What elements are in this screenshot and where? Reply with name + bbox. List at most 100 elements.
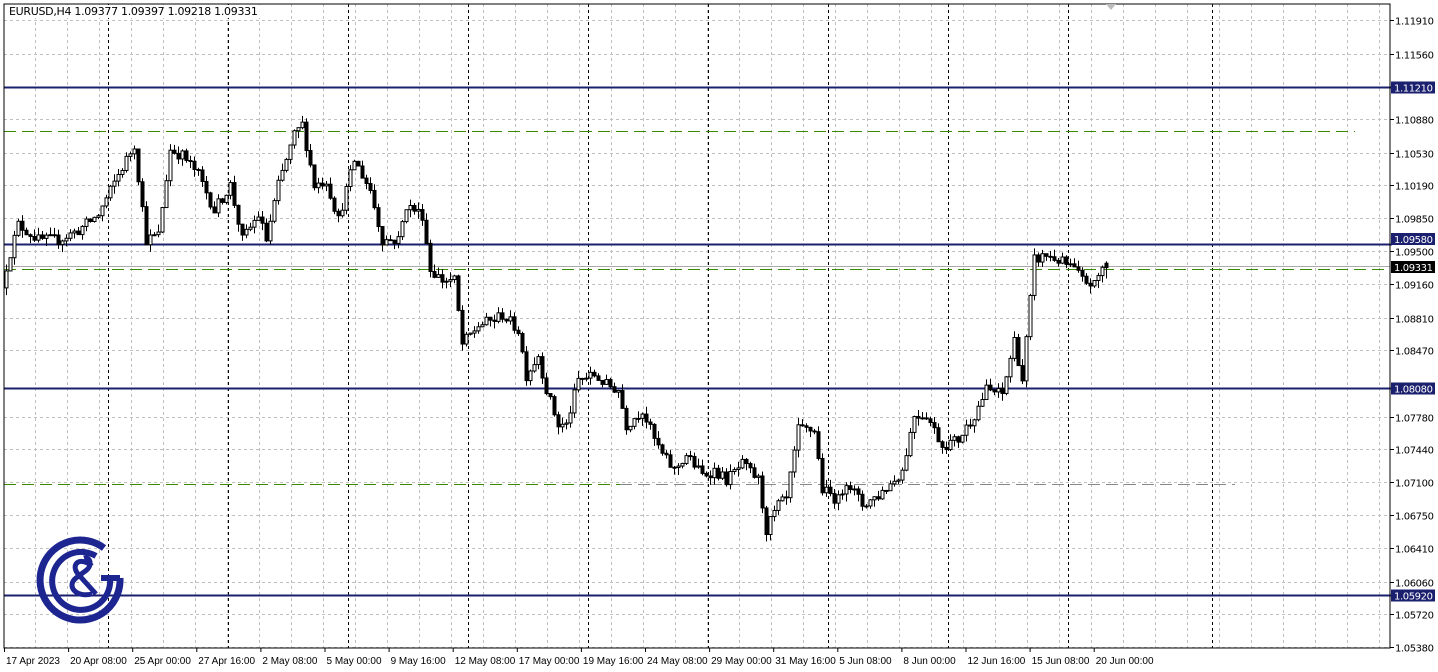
price-tick-label: 1.06060 (1395, 579, 1434, 590)
bull-candle (112, 180, 117, 187)
bull-candle (292, 130, 297, 146)
price-tick-label: 1.07100 (1395, 479, 1434, 490)
bull-candle (684, 455, 689, 464)
bear-candle (220, 198, 225, 203)
level-price-label: 1.08080 (1394, 385, 1433, 396)
bull-candle (908, 431, 913, 457)
time-label: 25 Apr 00:00 (134, 656, 191, 667)
time-label: 5 Jun 08:00 (839, 656, 892, 667)
bear-candle (236, 204, 241, 225)
bull-candle (508, 316, 513, 322)
bear-candle (504, 318, 509, 322)
bull-candle (1092, 280, 1097, 287)
time-axis[interactable]: 17 Apr 2023 20 Apr 08:00 25 Apr 00:00 27 Ap… (4, 648, 1154, 667)
bear-candle (704, 472, 709, 477)
bull-candle (948, 439, 953, 451)
bull-candle (584, 377, 589, 380)
bull-candle (72, 230, 77, 234)
bear-candle (388, 239, 393, 242)
bear-candle (1076, 266, 1081, 271)
bear-candle (944, 446, 949, 451)
bull-candle (116, 173, 121, 182)
bear-candle (544, 377, 549, 395)
bear-candle (548, 393, 553, 398)
bear-candle (516, 329, 521, 335)
level-price-tag (1391, 81, 1435, 94)
bear-candle (196, 169, 201, 172)
bear-candle (540, 356, 545, 379)
price-tick-label: 1.07440 (1395, 446, 1434, 457)
bear-candle (140, 181, 145, 208)
bull-candle (400, 221, 405, 238)
bear-candle (752, 467, 757, 478)
bear-candle (784, 496, 789, 499)
bear-candle (212, 206, 217, 214)
period-separators (108, 4, 1213, 648)
bear-candle (956, 436, 961, 443)
bull-candle (468, 332, 473, 335)
bull-candle (572, 389, 577, 414)
bull-candle (960, 434, 965, 443)
bull-candle (48, 234, 53, 237)
bull-candle (568, 412, 573, 424)
bear-candle (760, 475, 765, 509)
time-label: 8 Jun 00:00 (903, 656, 956, 667)
bear-candle (1020, 365, 1025, 382)
bull-candle (316, 182, 321, 189)
bear-candle (520, 333, 525, 353)
bull-candle (1040, 253, 1045, 263)
bull-candle (628, 425, 633, 431)
bull-candle (384, 239, 389, 246)
price-tick-label: 1.09160 (1395, 281, 1434, 292)
bull-candle (84, 218, 89, 227)
bull-candle (1068, 263, 1073, 266)
bear-candle (928, 418, 933, 424)
bear-candle (652, 423, 657, 439)
price-axis[interactable]: 1.11910 1.11560 1.10880 1.10530 1.10190 1.098… (1390, 17, 1435, 655)
bear-candle (600, 379, 605, 385)
bull-candle (128, 153, 133, 157)
bear-candle (648, 421, 653, 425)
time-label: 19 May 16:00 (583, 656, 644, 667)
bear-candle (1056, 259, 1061, 264)
bull-candle (276, 179, 281, 202)
bear-candle (188, 160, 193, 163)
bull-candle (68, 232, 73, 239)
bull-candle (980, 399, 985, 407)
bear-candle (172, 149, 177, 154)
bull-candle (680, 462, 685, 467)
bull-candle (300, 121, 305, 129)
bull-candle (880, 489, 885, 500)
grid (4, 4, 1390, 648)
bull-candle (632, 418, 637, 427)
bull-candle (348, 169, 353, 188)
bull-candle (480, 324, 485, 328)
time-label: 31 May 16:00 (775, 656, 836, 667)
time-label: 29 May 00:00 (711, 656, 772, 667)
current-price-tag (1391, 261, 1435, 273)
time-label: 20 Apr 08:00 (70, 656, 127, 667)
level-price-tag (1391, 589, 1435, 602)
bull-candle (1012, 337, 1017, 359)
bear-candle (592, 371, 597, 377)
bull-candle (588, 371, 593, 379)
horizontal-lines[interactable] (4, 86, 1392, 597)
bear-candle (336, 210, 341, 217)
bear-candle (596, 375, 601, 381)
bear-candle (748, 463, 753, 469)
bear-candle (1044, 253, 1049, 257)
bear-candle (88, 218, 93, 223)
bear-candle (360, 165, 365, 179)
bear-candle (512, 316, 517, 331)
price-tick-label: 1.10880 (1395, 116, 1434, 127)
bull-candle (844, 485, 849, 495)
bull-candle (636, 417, 641, 420)
bull-candle (340, 209, 345, 217)
last-candle (1104, 262, 1109, 269)
price-tick-label: 1.06750 (1395, 512, 1434, 523)
scroll-marker-icon[interactable] (1106, 4, 1116, 10)
bull-candle (164, 180, 169, 209)
bull-candle (324, 183, 329, 187)
time-label: 5 May 00:00 (327, 656, 382, 667)
